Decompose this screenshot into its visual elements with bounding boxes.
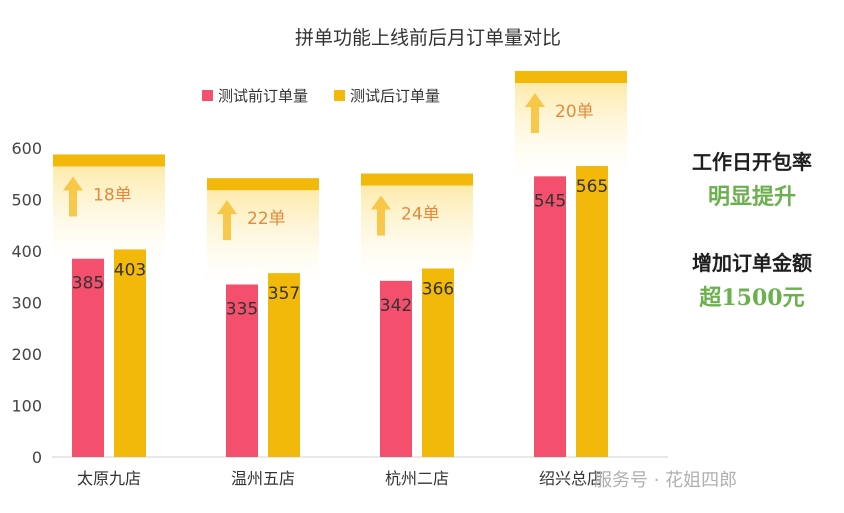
data-label-before-3: 545 [534,191,566,211]
bar-after-1 [268,273,300,457]
side-note-order-amount: 增加订单金额 超1500元 [660,247,844,312]
side-note-line2: 明显提升 [707,184,796,210]
y-tick-label-1: 100 [11,397,42,416]
increase-label-2: 24单 [401,205,440,225]
x-tick-label-0: 太原九店 [77,469,141,488]
increase-label-1: 22单 [247,209,286,229]
y-tick-label-4: 400 [11,242,42,261]
y-tick-label-5: 500 [11,191,42,210]
increase-label-3: 20单 [555,102,594,122]
watermark: 服务号 · 花姐四郎 [594,470,738,491]
data-label-before-2: 342 [380,296,412,316]
increase-cap-1 [207,178,319,191]
legend: 测试前订单量 测试后订单量 [202,87,440,105]
increase-cap-2 [361,173,473,186]
y-tick-label-6: 600 [11,139,42,158]
y-tick-label-2: 200 [11,345,42,364]
y-tick-label-0: 0 [32,448,42,467]
side-note-line1: 工作日开包率 [692,150,812,174]
bar-after-0 [114,249,146,457]
legend-swatch-before [202,90,213,101]
bar-before-1 [226,284,258,457]
side-note-line3: 增加订单金额 [692,251,812,275]
increase-arrow-icon-3 [525,93,545,134]
side-note-open-rate: 工作日开包率 明显提升 [660,146,844,211]
data-label-before-0: 385 [72,274,104,294]
side-note-line4: 超1500元 [699,285,805,311]
data-label-after-2: 366 [422,280,454,300]
legend-label-before: 测试前订单量 [218,87,308,105]
data-label-before-1: 335 [226,299,258,319]
legend-label-after: 测试后订单量 [350,87,440,105]
data-label-after-1: 357 [268,284,300,304]
chart-title: 拼单功能上线前后月订单量对比 [295,27,561,49]
data-label-after-0: 403 [114,260,146,280]
increase-cap-0 [53,154,165,167]
bar-after-2 [422,268,454,457]
y-tick-label-3: 300 [11,294,42,313]
x-tick-label-3: 绍兴总店 [539,469,603,488]
bar-before-2 [380,280,412,457]
bar-after-3 [576,166,608,457]
increase-label-0: 18单 [93,185,132,205]
bar-before-3 [534,176,566,457]
x-tick-label-1: 温州五店 [231,469,295,488]
increase-arrow-icon-0 [63,176,83,217]
x-tick-label-2: 杭州二店 [385,469,449,488]
data-label-after-3: 565 [576,177,608,197]
increase-cap-3 [515,71,627,84]
increase-arrow-icon-1 [217,200,237,241]
bar-before-0 [72,258,104,457]
legend-swatch-after [334,90,345,101]
increase-arrow-icon-2 [371,195,391,236]
